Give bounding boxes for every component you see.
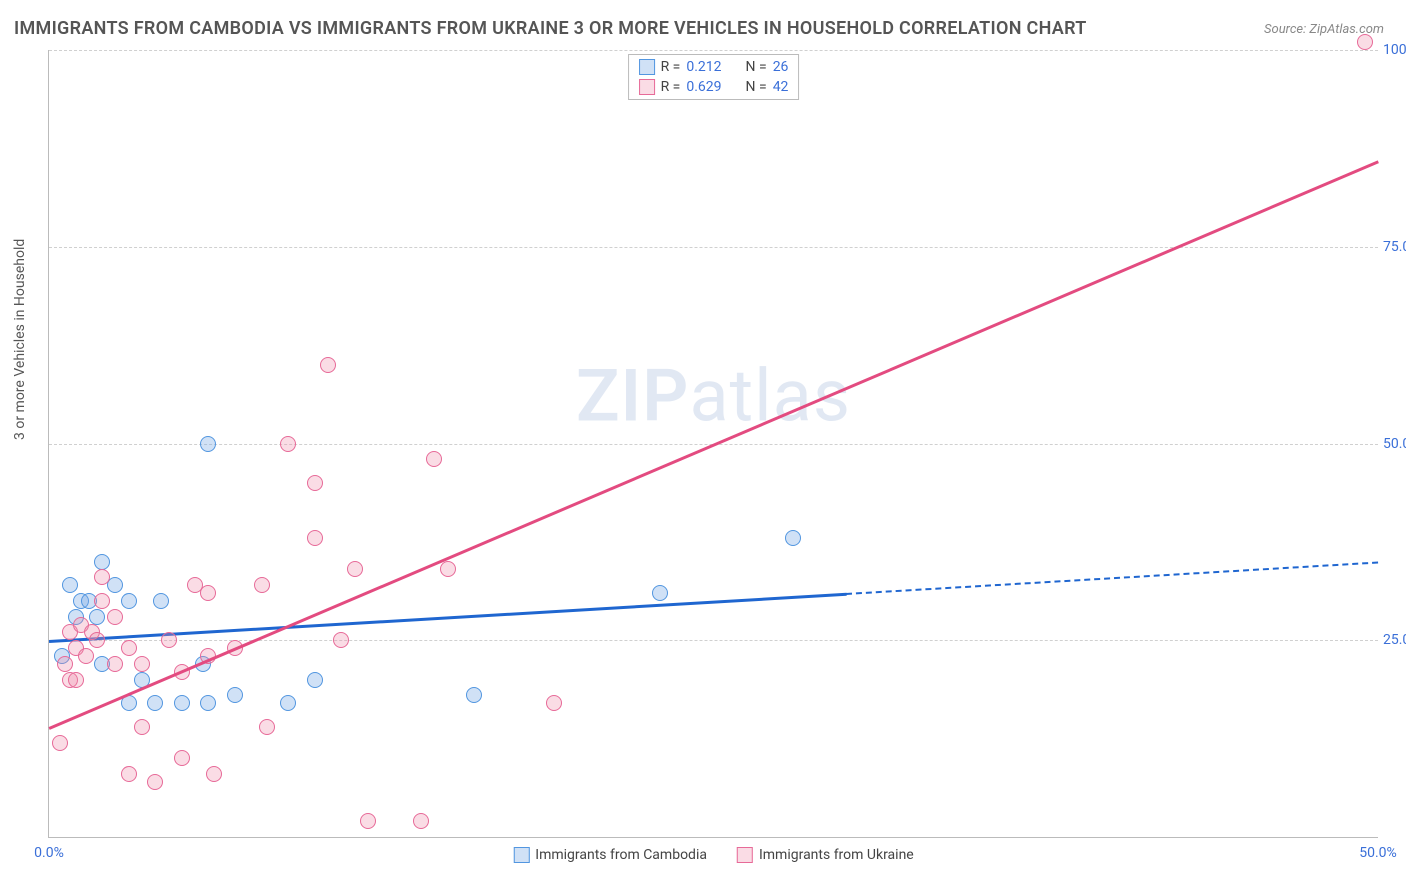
data-point bbox=[307, 530, 323, 546]
y-tick-label: 50.0% bbox=[1383, 436, 1406, 452]
swatch-cambodia bbox=[639, 59, 655, 75]
data-point bbox=[200, 695, 216, 711]
data-point bbox=[307, 672, 323, 688]
data-point bbox=[52, 735, 68, 751]
data-point bbox=[227, 687, 243, 703]
trend-line bbox=[49, 160, 1379, 729]
data-point bbox=[200, 436, 216, 452]
swatch-cambodia bbox=[513, 847, 529, 863]
data-point bbox=[89, 609, 105, 625]
data-point bbox=[466, 687, 482, 703]
data-point bbox=[121, 766, 137, 782]
data-point bbox=[360, 813, 376, 829]
chart-title: IMMIGRANTS FROM CAMBODIA VS IMMIGRANTS F… bbox=[14, 18, 1087, 39]
data-point bbox=[280, 695, 296, 711]
x-tick-label: 50.0% bbox=[1359, 845, 1397, 861]
data-point bbox=[785, 530, 801, 546]
data-point bbox=[161, 632, 177, 648]
data-point bbox=[107, 609, 123, 625]
legend-item-ukraine: Immigrants from Ukraine bbox=[737, 847, 914, 863]
trend-line bbox=[846, 562, 1378, 595]
data-point bbox=[62, 577, 78, 593]
data-point bbox=[307, 475, 323, 491]
legend-row-cambodia: R = 0.212 N = 26 bbox=[639, 57, 789, 77]
series-legend: Immigrants from Cambodia Immigrants from… bbox=[513, 847, 913, 863]
data-point bbox=[440, 561, 456, 577]
data-point bbox=[1357, 34, 1373, 50]
data-point bbox=[413, 813, 429, 829]
data-point bbox=[254, 577, 270, 593]
data-point bbox=[652, 585, 668, 601]
data-point bbox=[174, 750, 190, 766]
watermark: ZIPatlas bbox=[576, 354, 851, 439]
y-tick-label: 25.0% bbox=[1383, 632, 1406, 648]
data-point bbox=[280, 436, 296, 452]
legend-item-cambodia: Immigrants from Cambodia bbox=[513, 847, 707, 863]
data-point bbox=[174, 695, 190, 711]
data-point bbox=[121, 640, 137, 656]
data-point bbox=[94, 569, 110, 585]
swatch-ukraine bbox=[639, 79, 655, 95]
x-tick-label: 0.0% bbox=[34, 845, 64, 861]
data-point bbox=[259, 719, 275, 735]
data-point bbox=[107, 656, 123, 672]
data-point bbox=[200, 585, 216, 601]
data-point bbox=[94, 554, 110, 570]
swatch-ukraine bbox=[737, 847, 753, 863]
data-point bbox=[121, 593, 137, 609]
data-point bbox=[147, 774, 163, 790]
data-point bbox=[68, 672, 84, 688]
data-point bbox=[153, 593, 169, 609]
data-point bbox=[94, 593, 110, 609]
gridline bbox=[49, 50, 1378, 51]
data-point bbox=[320, 357, 336, 373]
data-point bbox=[206, 766, 222, 782]
y-tick-label: 100.0% bbox=[1383, 42, 1406, 58]
scatter-chart: ZIPatlas R = 0.212 N = 26 R = 0.629 N = … bbox=[48, 50, 1378, 838]
data-point bbox=[134, 656, 150, 672]
data-point bbox=[147, 695, 163, 711]
data-point bbox=[333, 632, 349, 648]
data-point bbox=[134, 719, 150, 735]
data-point bbox=[426, 451, 442, 467]
correlation-legend: R = 0.212 N = 26 R = 0.629 N = 42 bbox=[628, 54, 800, 100]
y-tick-label: 75.0% bbox=[1383, 239, 1406, 255]
data-point bbox=[89, 632, 105, 648]
data-point bbox=[57, 656, 73, 672]
data-point bbox=[546, 695, 562, 711]
y-axis-label: 3 or more Vehicles in Household bbox=[12, 239, 28, 440]
data-point bbox=[78, 648, 94, 664]
legend-row-ukraine: R = 0.629 N = 42 bbox=[639, 77, 789, 97]
data-point bbox=[347, 561, 363, 577]
